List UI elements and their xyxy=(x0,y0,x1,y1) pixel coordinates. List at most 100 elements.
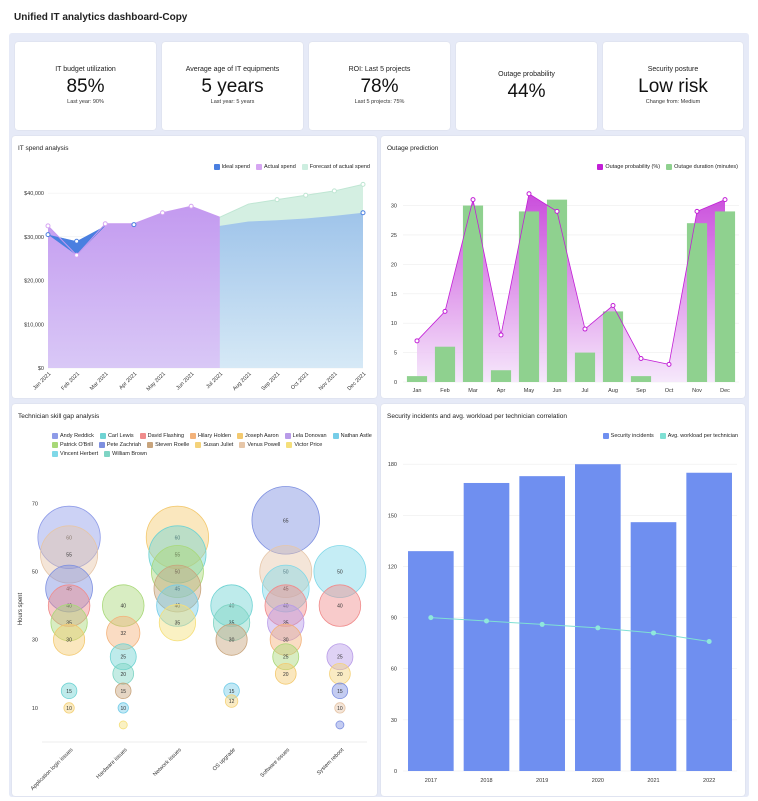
actual-spend-point[interactable] xyxy=(188,203,194,209)
skill-bubble[interactable]: 20 xyxy=(112,662,135,685)
outage-probability-point[interactable] xyxy=(582,326,588,332)
outage-duration-bar[interactable] xyxy=(462,205,484,382)
outage-duration-bar[interactable] xyxy=(714,211,736,382)
workload-point[interactable] xyxy=(706,638,712,644)
skill-bubble[interactable]: 40 xyxy=(318,584,362,627)
kpi-budget-utilization[interactable]: IT budget utilization 85% Last year: 90% xyxy=(15,42,156,130)
legend-item[interactable]: Venus Powell xyxy=(239,442,280,448)
workload-point[interactable] xyxy=(428,615,434,621)
skill-bubble[interactable]: 40 xyxy=(102,584,145,627)
forecast-point[interactable] xyxy=(331,188,337,194)
legend-item[interactable]: Avg. workload per technician xyxy=(659,433,738,439)
security-incidents-bar[interactable] xyxy=(463,482,510,771)
skill-bubble[interactable]: 40 xyxy=(47,584,91,627)
outage-probability-point[interactable] xyxy=(666,361,672,367)
skill-bubble[interactable]: 15 xyxy=(331,682,349,700)
legend-item[interactable]: Forecast of actual spend xyxy=(301,164,370,170)
skill-bubble[interactable]: 12 xyxy=(224,694,239,708)
skill-bubble[interactable]: 50 xyxy=(313,545,367,598)
skill-bubble[interactable]: 55 xyxy=(40,525,99,584)
ideal-spend-point[interactable] xyxy=(74,238,80,244)
actual-spend-point[interactable] xyxy=(74,252,80,258)
forecast-point[interactable] xyxy=(360,181,366,187)
workload-point[interactable] xyxy=(595,625,601,631)
skill-bubble[interactable]: 65 xyxy=(251,486,320,555)
skill-bubble[interactable]: 20 xyxy=(329,662,351,685)
legend-item[interactable]: William Brown xyxy=(104,451,147,457)
skill-bubble[interactable]: 20 xyxy=(274,662,297,685)
outage-probability-point[interactable] xyxy=(498,332,504,338)
legend-item[interactable]: Lela Donovan xyxy=(284,433,327,439)
actual-spend-point[interactable] xyxy=(102,221,108,227)
legend-item[interactable]: Carl Lewis xyxy=(99,433,134,439)
forecast-point[interactable] xyxy=(274,197,280,203)
outage-probability-point[interactable] xyxy=(694,208,700,214)
workload-point[interactable] xyxy=(651,630,656,636)
legend-item[interactable]: Patrick O'Brill xyxy=(52,442,93,448)
skill-bubble[interactable]: 25 xyxy=(272,643,300,671)
skill-bubble[interactable]: 35 xyxy=(158,604,197,642)
workload-point[interactable] xyxy=(539,621,545,627)
skill-bubble[interactable]: 15 xyxy=(115,682,132,700)
kpi-outage-probability[interactable]: Outage probability 44% xyxy=(456,42,597,130)
outage-probability-point[interactable] xyxy=(554,208,560,214)
skill-bubble[interactable]: 35 xyxy=(267,604,305,642)
legend-item[interactable]: Security incidents xyxy=(602,433,654,439)
outage-duration-bar[interactable] xyxy=(574,352,596,382)
outage-probability-point[interactable] xyxy=(526,191,532,197)
outage-duration-bar[interactable] xyxy=(434,346,456,382)
skill-bubble[interactable]: 10 xyxy=(117,702,129,714)
legend-item[interactable]: Steven Roelle xyxy=(147,442,189,448)
outage-probability-point[interactable] xyxy=(638,355,644,361)
legend-item[interactable]: Victor Price xyxy=(286,442,322,448)
ideal-spend-point[interactable] xyxy=(360,210,366,216)
actual-spend-point[interactable] xyxy=(160,210,166,216)
legend-item[interactable]: Vincent Herbert xyxy=(52,451,98,457)
outage-duration-bar[interactable] xyxy=(602,311,624,382)
skill-bubble[interactable]: 15 xyxy=(60,682,78,700)
outage-probability-point[interactable] xyxy=(414,338,420,344)
kpi-roi[interactable]: ROI: Last 5 projects 78% Last 5 projects… xyxy=(309,42,450,130)
skill-bubble[interactable]: 50 xyxy=(259,545,313,598)
actual-spend-point[interactable] xyxy=(45,223,51,229)
outage-probability-point[interactable] xyxy=(442,308,448,314)
outage-duration-bar[interactable] xyxy=(490,370,512,382)
outage-duration-bar[interactable] xyxy=(406,376,428,382)
security-incidents-bar[interactable] xyxy=(408,551,454,771)
skill-bubble[interactable]: 60 xyxy=(37,505,101,569)
skill-bubble[interactable]: 50 xyxy=(151,545,204,598)
outage-duration-bar[interactable] xyxy=(518,211,540,382)
legend-item[interactable]: Andy Reddick xyxy=(52,433,94,439)
kpi-equipment-age[interactable]: Average age of IT equipments 5 years Las… xyxy=(162,42,303,130)
skill-bubble[interactable]: 30 xyxy=(215,623,248,656)
skill-bubble[interactable] xyxy=(118,720,128,730)
skill-bubble[interactable]: 45 xyxy=(45,564,93,613)
skill-bubble[interactable]: 25 xyxy=(326,643,354,671)
outage-duration-bar[interactable] xyxy=(686,223,708,382)
legend-item[interactable]: Outage probability (%) xyxy=(597,164,660,170)
legend-item[interactable]: David Flashing xyxy=(139,433,184,439)
workload-point[interactable] xyxy=(484,618,489,624)
legend-item[interactable]: Ideal spend xyxy=(213,164,250,170)
outage-duration-bar[interactable] xyxy=(630,376,652,382)
skill-bubble[interactable] xyxy=(335,720,345,730)
kpi-security-posture[interactable]: Security posture Low risk Change from: M… xyxy=(603,42,743,130)
skill-bubble[interactable]: 45 xyxy=(153,564,202,613)
legend-item[interactable]: Hilary Holden xyxy=(190,433,231,439)
outage-probability-point[interactable] xyxy=(722,197,728,203)
skill-bubble[interactable]: 60 xyxy=(145,505,210,569)
ideal-spend-point[interactable] xyxy=(45,232,51,238)
skill-bubble[interactable]: 32 xyxy=(106,615,141,650)
security-incidents-bar[interactable] xyxy=(630,522,677,771)
skill-bubble[interactable]: 25 xyxy=(109,643,137,671)
skill-bubble[interactable]: 30 xyxy=(53,623,86,656)
ideal-spend-point[interactable] xyxy=(131,222,137,228)
outage-duration-bar[interactable] xyxy=(546,199,568,382)
legend-item[interactable]: Actual spend xyxy=(255,164,296,170)
security-incidents-bar[interactable] xyxy=(575,464,621,771)
skill-bubble[interactable]: 15 xyxy=(223,682,240,700)
skill-bubble[interactable]: 45 xyxy=(261,564,310,613)
skill-bubble[interactable]: 40 xyxy=(264,584,307,627)
legend-item[interactable]: Susan Juliet xyxy=(195,442,233,448)
legend-item[interactable]: Nathan Astle xyxy=(332,433,372,439)
